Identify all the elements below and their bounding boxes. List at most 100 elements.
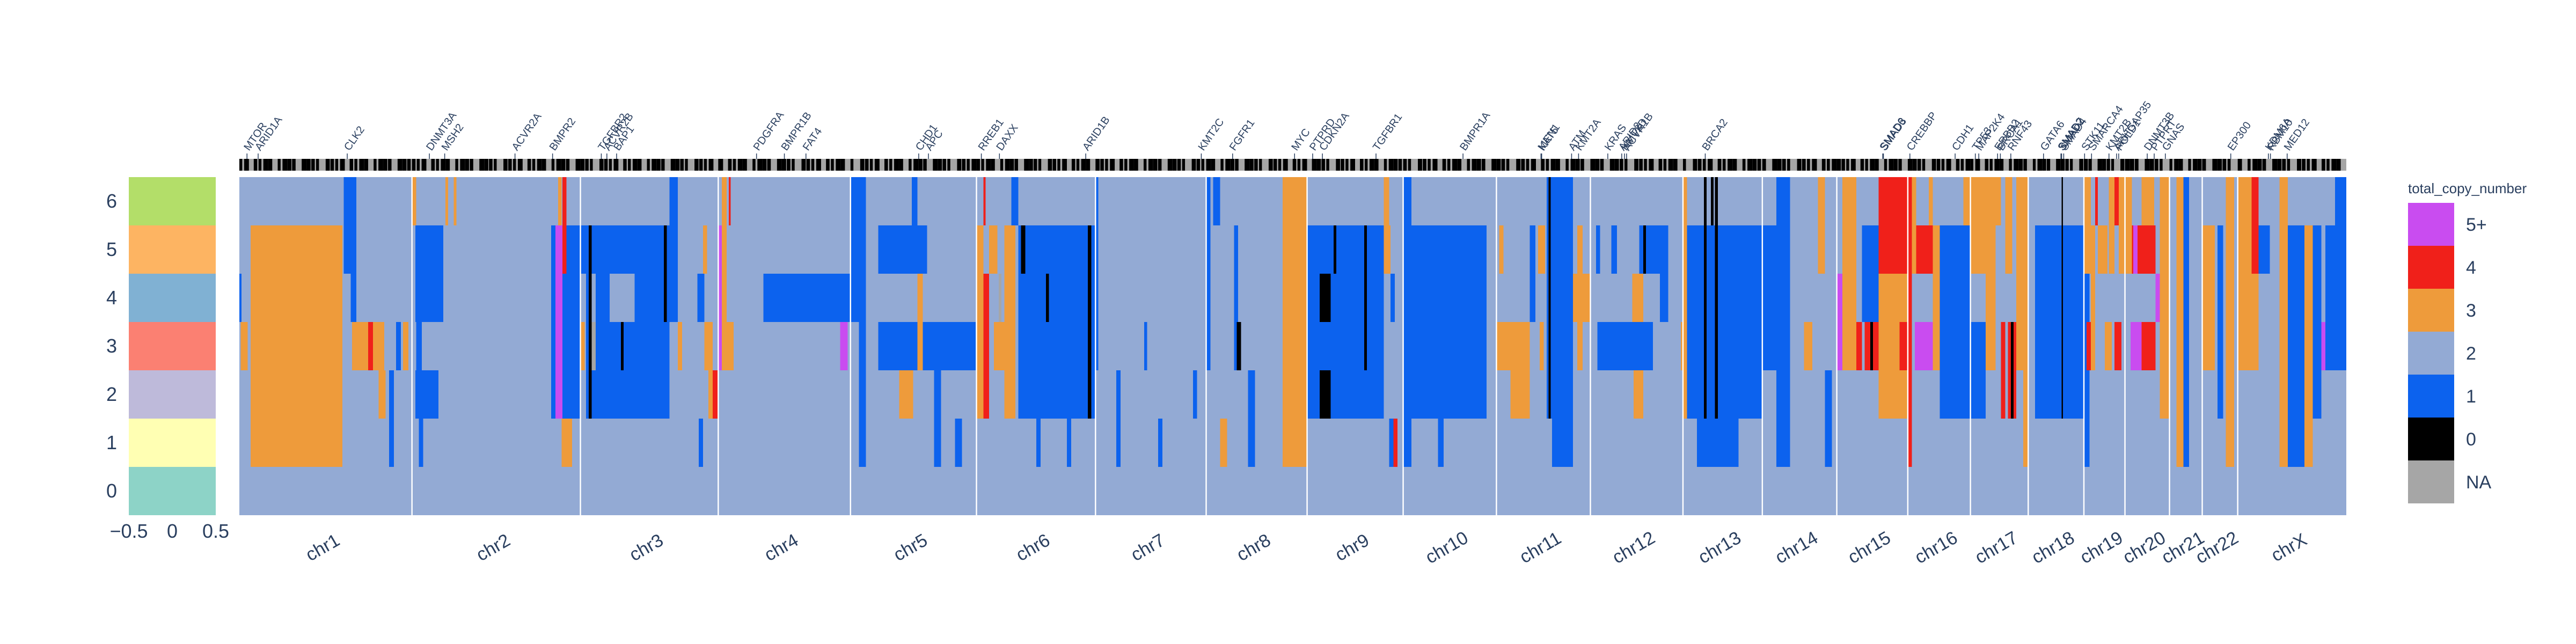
cn-segment [350,177,356,225]
gene-track-mark [556,159,561,171]
cn-segment [718,322,722,370]
gene-track-mark [287,159,292,171]
sample-strip-cell [129,370,216,419]
cn-segment [2160,177,2170,225]
cn-segment [1715,225,1718,274]
cn-segment [1715,322,1718,370]
chromosome-axis: chr1 chr2 chr3 chr4 chr5 chr6 chr7 chr8 chr9 chr1… [302,528,2310,568]
gene-track-mark [387,159,392,171]
cn-segment [1403,370,1412,419]
chromosome-label: chr4 [761,530,802,565]
gene-track-mark [1283,159,1288,171]
gene-track-mark [2046,159,2051,171]
gene-track-mark [1821,159,1826,171]
cn-segment [1389,419,1394,467]
cn-segment [2091,225,2095,274]
cn-segment [1970,177,1986,225]
cn-segment [1660,225,1668,274]
gene-track-mark [942,159,946,171]
cn-segment [2288,225,2305,274]
gene-track-mark [752,159,756,171]
gene-track-mark [253,159,258,171]
gene-track-mark [1467,159,1470,171]
cn-segment [1548,274,1551,322]
gene-track-mark [1970,159,1974,171]
cn-segment [1916,225,1933,274]
gene-track-mark [1388,159,1394,171]
cn-segment [1548,177,1551,225]
cn-segment [343,225,351,274]
cn-segment [2084,274,2090,322]
gene-track-mark [2227,159,2231,171]
cn-segment [586,322,670,370]
legend-swatch [2408,246,2454,289]
cn-segment [955,419,962,467]
cn-segment [1499,225,1504,274]
cn-segment [1878,370,1908,419]
gene-track-mark [1143,159,1147,171]
cn-segment [718,419,851,467]
gene-track-mark [364,159,368,171]
gene-track-mark [1336,159,1340,171]
cn-segment [2160,370,2170,419]
cn-segment [859,225,866,274]
cn-segment [721,322,727,370]
cn-segment [1496,322,1511,370]
cn-segment [2335,177,2346,225]
gene-track-mark [874,159,880,171]
cn-segment [899,370,913,419]
gene-track-mark [2060,159,2065,171]
cn-segment [2010,322,2014,370]
cn-segment [1496,419,1591,467]
cn-segment [1018,322,1060,370]
sample-strip [129,177,216,515]
cn-segment [1403,419,1412,467]
gene-track-mark [957,159,962,171]
cn-segment [1206,322,1211,370]
gene-track-mark [2097,159,2102,171]
gene-track-mark [1292,159,1297,171]
gene-track-mark [1634,159,1638,171]
gene-track-mark [894,159,899,171]
cn-segment [1403,274,1412,322]
gene-track-mark [1521,159,1525,171]
gene-track-mark [2178,159,2183,171]
cn-segment [555,322,562,370]
cn-segment [1703,370,1707,419]
cn-segment [2183,177,2189,225]
cn-segment [1687,370,1762,419]
cn-segment [669,274,678,322]
gene-track-mark [1326,159,1329,171]
gene-track-mark [737,159,743,171]
gene-track-mark [1989,159,1993,171]
cn-segment [1307,274,1384,322]
cn-segment [1776,177,1790,225]
gene-label: KAT5 [1536,125,1561,152]
cn-segment [1548,322,1551,370]
gene-track-mark [1673,159,1678,171]
cn-segment [2325,322,2346,370]
gene-track-mark [441,159,446,171]
gene-track-mark [2145,159,2150,171]
cn-segment [2176,322,2184,370]
cn-segment [1095,225,1099,274]
gene-track-mark [316,159,319,171]
cn-segment [1825,370,1832,419]
gene-track-mark [1057,159,1060,171]
gene-track-mark [239,159,243,171]
gene-track-mark [2326,159,2330,171]
cn-segment [2118,225,2125,274]
chromosome-label: chr12 [1609,528,1659,568]
gene-track-mark [1663,159,1667,171]
gene-track-mark [762,159,767,171]
cn-segment [1552,274,1574,322]
cn-segment [1206,467,1307,515]
gene-label: ARID1B [1080,114,1112,153]
gene-label: ACVR2A [510,111,544,153]
cn-segment [2001,322,2006,370]
cn-segment [1632,274,1644,322]
cn-segment [850,274,859,322]
gene-track-mark [2149,159,2154,171]
cn-segment [1548,370,1551,419]
gene-track-mark [1110,159,1115,171]
